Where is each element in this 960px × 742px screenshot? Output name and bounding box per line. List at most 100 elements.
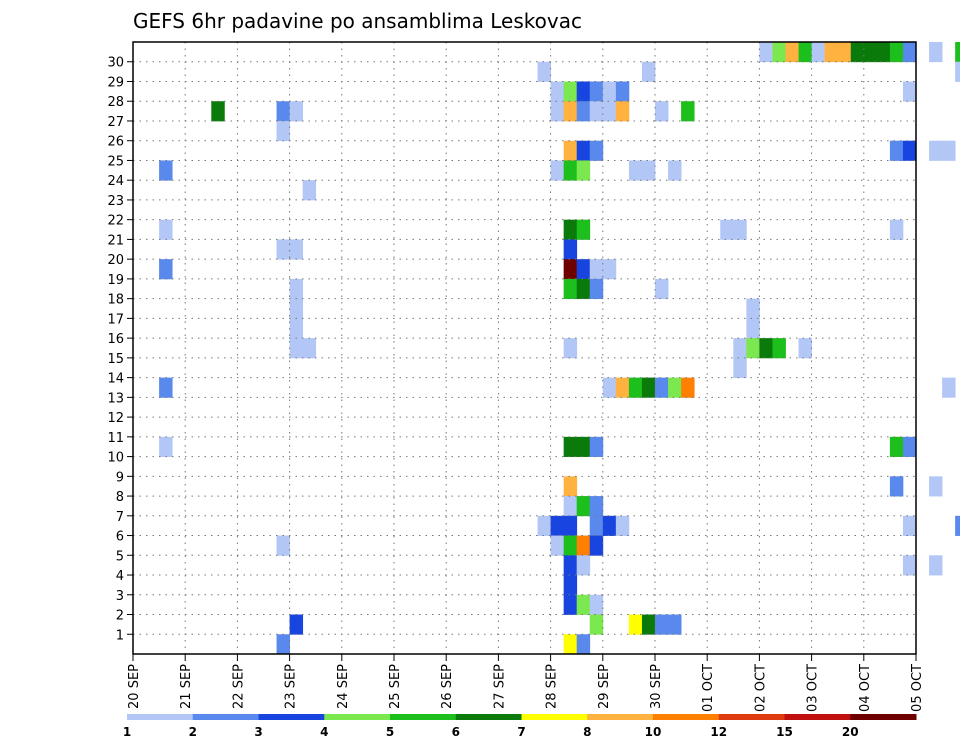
x-tick-label: 20 SEP [127, 664, 142, 709]
y-tick-label: 5 [116, 549, 124, 564]
heatmap-cell [550, 160, 565, 181]
heatmap-cell [929, 42, 943, 63]
x-tick-label: 28 SEP [545, 664, 560, 709]
heatmap-cell [589, 140, 604, 161]
heatmap-cell [537, 515, 551, 536]
x-tick-label: 05 OCT [910, 664, 925, 712]
y-tick-label: 18 [107, 293, 124, 308]
colorbar-swatch [850, 714, 917, 720]
y-tick-label: 9 [116, 470, 124, 485]
heatmap-cell [576, 278, 591, 300]
heatmap-cell [563, 140, 578, 161]
heatmap-cell [759, 42, 773, 63]
heatmap-cell [668, 160, 682, 181]
colorbar-label: 2 [189, 725, 197, 739]
heatmap-cell [276, 120, 290, 142]
heatmap-cell [159, 259, 173, 280]
heatmap-cell [929, 476, 943, 497]
heatmap-cell [655, 101, 669, 122]
heatmap-cell [550, 101, 565, 122]
colorbar-label: 15 [776, 725, 793, 739]
colorbar-swatch [390, 714, 457, 720]
x-tick-label: 04 OCT [858, 664, 873, 712]
heatmap-cell [641, 377, 656, 398]
colorbar-swatch [455, 714, 522, 720]
heatmap-cell [759, 338, 773, 359]
heatmap-cell [563, 239, 578, 260]
heatmap-cell [289, 298, 304, 319]
heatmap-cell [589, 535, 604, 556]
heatmap-cell [889, 140, 904, 161]
heatmap-cell [576, 81, 591, 102]
heatmap-cell [159, 160, 173, 181]
heatmap-cell [563, 555, 578, 576]
heatmap-cell [589, 81, 604, 102]
x-tick-label: 29 SEP [597, 664, 612, 709]
heatmap-cell [746, 338, 760, 359]
heatmap-cell [302, 338, 317, 359]
heatmap-cell [276, 634, 290, 655]
heatmap-cell [628, 377, 643, 398]
x-tick-label: 26 SEP [440, 664, 455, 709]
colorbar-swatch [653, 714, 720, 720]
y-tick-label: 16 [107, 332, 124, 347]
heatmap-cell [772, 42, 786, 63]
y-tick-label: 8 [116, 490, 124, 505]
chart-title: GEFS 6hr padavine po ansamblima Leskovac [133, 9, 582, 33]
heatmap-cell [798, 338, 812, 359]
heatmap-cell [563, 594, 578, 615]
x-tick-label: 03 OCT [806, 664, 821, 712]
heatmap-cell [602, 81, 617, 102]
heatmap-cell [811, 42, 826, 63]
heatmap-cell [576, 436, 591, 457]
y-tick-label: 29 [107, 75, 124, 90]
heatmap-cell [537, 61, 551, 82]
heatmap-cell [550, 515, 565, 536]
heatmap-cell [929, 140, 943, 161]
heatmap-cell [563, 575, 578, 596]
x-tick-label: 25 SEP [388, 664, 403, 709]
y-axis-ticks: 1234567891011121314151617181920212223242… [107, 56, 133, 643]
x-tick-label: 21 SEP [179, 664, 194, 709]
heatmap-cell [628, 160, 643, 181]
y-tick-label: 26 [107, 135, 124, 150]
x-tick-label: 23 SEP [284, 664, 299, 709]
heatmap-cell [563, 476, 578, 497]
y-tick-label: 14 [107, 372, 124, 387]
heatmap-cell [641, 614, 656, 635]
y-tick-label: 21 [107, 233, 124, 248]
heatmap-cell [955, 515, 960, 536]
heatmap-cell [159, 436, 173, 457]
heatmap-cell [615, 377, 630, 398]
heatmap-cell [289, 614, 304, 635]
heatmap-cell [276, 101, 290, 122]
heatmap-cell [615, 81, 630, 102]
heatmap-cell [641, 160, 656, 181]
y-tick-label: 19 [107, 273, 124, 288]
heatmap-cell [289, 278, 304, 300]
heatmap-cell [576, 219, 591, 240]
heatmap-cell [863, 42, 878, 63]
colorbar-label: 4 [320, 725, 328, 739]
y-tick-label: 15 [107, 352, 124, 367]
heatmap-cell [563, 101, 578, 122]
heatmap-cell [576, 259, 591, 280]
y-tick-label: 24 [107, 174, 124, 189]
y-tick-label: 1 [116, 628, 124, 643]
x-tick-label: 30 SEP [649, 664, 664, 709]
y-tick-label: 6 [116, 530, 124, 545]
heatmap-cell [576, 594, 591, 615]
heatmap-cell [628, 614, 643, 635]
heatmap-cell [563, 535, 578, 556]
x-axis-ticks: 20 SEP 21 SEP 22 SEP 23 SEP 24 SEP 25 SEP 26 S… [127, 654, 925, 712]
colorbar-swatch [521, 714, 588, 720]
heatmap-cell [681, 377, 695, 398]
colorbar-label: 3 [254, 725, 262, 739]
heatmap-cell [615, 515, 630, 536]
y-tick-label: 10 [107, 451, 124, 466]
heatmap-cell [576, 140, 591, 161]
colorbar-swatch [258, 714, 325, 720]
heatmap-cell [733, 219, 747, 240]
x-tick-label: 01 OCT [701, 664, 716, 712]
colorbar-label: 20 [842, 725, 859, 739]
